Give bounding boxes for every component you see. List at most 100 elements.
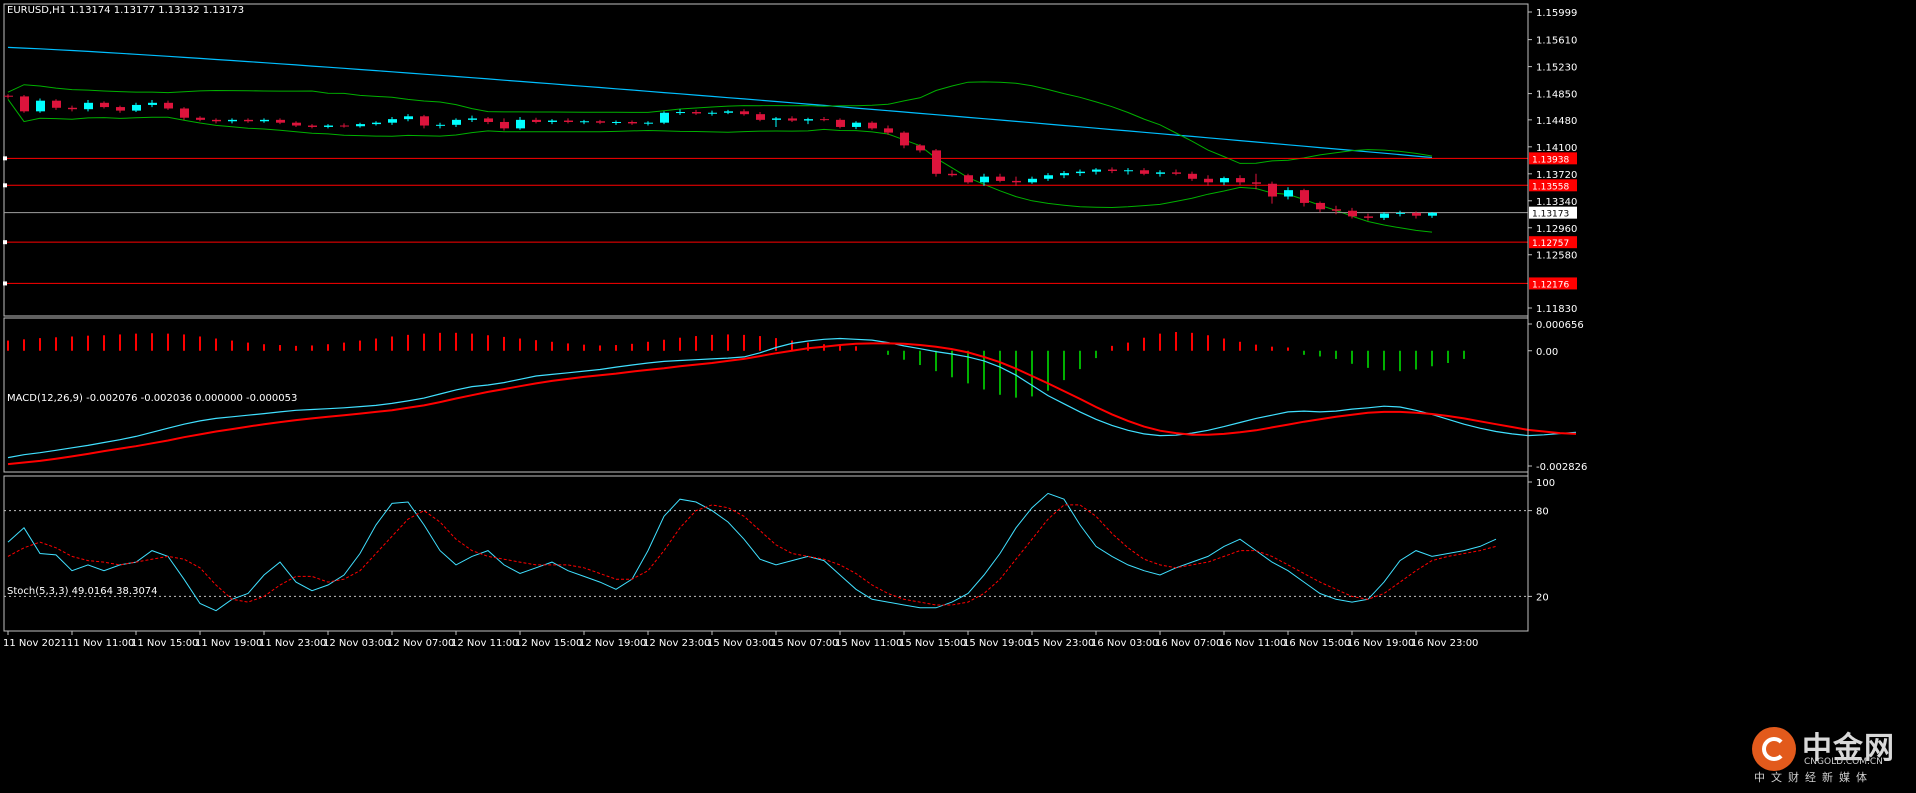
- candle-body-8: [132, 104, 141, 111]
- candle-body-22: [356, 124, 365, 127]
- candle-body-4: [68, 107, 77, 110]
- time-label-5: 12 Nov 03:00: [323, 638, 390, 649]
- candle-body-86: [1380, 213, 1389, 218]
- candle-body-28: [452, 119, 461, 125]
- candle-body-66: [1060, 173, 1069, 176]
- level-marker-2: [3, 240, 7, 245]
- price-tick-label-8: 1.12960: [1536, 224, 1577, 235]
- candle-body-60: [964, 175, 973, 183]
- stoch-tick-label-2: 20: [1536, 592, 1549, 603]
- candle-body-76: [1220, 178, 1229, 183]
- candle-body-11: [180, 108, 189, 118]
- candle-body-67: [1076, 171, 1085, 174]
- candle-body-38: [612, 121, 621, 123]
- current-price-tag: [1529, 206, 1577, 219]
- candle-body-71: [1140, 170, 1149, 174]
- candle-body-29: [468, 118, 477, 120]
- candle-body-84: [1348, 210, 1357, 217]
- candle-body-77: [1236, 178, 1245, 183]
- time-label-15: 15 Nov 19:00: [963, 638, 1030, 649]
- candle-body-64: [1028, 178, 1037, 183]
- candle-body-12: [196, 117, 205, 120]
- macd-panel[interactable]: [7, 331, 1577, 466]
- time-label-0: 11 Nov 2021: [3, 638, 67, 649]
- candle-body-1: [20, 96, 29, 112]
- level-marker-1: [3, 183, 7, 188]
- cngold-logo-icon: [1752, 727, 1796, 771]
- level-tag-2: [1529, 236, 1577, 249]
- time-label-6: 12 Nov 07:00: [387, 638, 454, 649]
- candle-body-51: [820, 119, 829, 121]
- time-label-16: 15 Nov 23:00: [1027, 638, 1094, 649]
- candle-body-55: [884, 128, 893, 133]
- candle-body-89: [1428, 212, 1437, 216]
- time-label-8: 12 Nov 15:00: [515, 638, 582, 649]
- price-tick-label-9: 1.12580: [1536, 251, 1577, 262]
- candle-body-87: [1396, 212, 1405, 214]
- candle-body-57: [916, 145, 925, 151]
- time-label-18: 16 Nov 07:00: [1155, 638, 1222, 649]
- time-label-1: 11 Nov 11:00: [67, 638, 134, 649]
- candle-body-70: [1124, 170, 1133, 172]
- time-label-3: 11 Nov 19:00: [195, 638, 262, 649]
- candle-body-31: [500, 121, 509, 129]
- candle-body-65: [1044, 175, 1053, 179]
- candle-body-32: [516, 119, 525, 129]
- candle-body-6: [100, 102, 109, 108]
- candle-body-27: [436, 124, 445, 126]
- candle-body-79: [1268, 183, 1277, 197]
- candle-body-43: [692, 112, 701, 114]
- candle-body-58: [932, 150, 941, 174]
- time-label-7: 12 Nov 11:00: [451, 638, 518, 649]
- stoch-panel[interactable]: [4, 492, 1528, 612]
- candle-body-81: [1300, 190, 1309, 203]
- candle-body-46: [740, 111, 749, 115]
- candle-body-72: [1156, 172, 1165, 174]
- macd-tick-label-0: 0.000656: [1536, 320, 1584, 331]
- band-lower-line: [7, 99, 1433, 233]
- candle-body-63: [1012, 180, 1021, 183]
- candle-body-56: [900, 132, 909, 146]
- level-tag-1: [1529, 179, 1577, 192]
- candle-body-49: [788, 118, 797, 121]
- time-label-10: 12 Nov 23:00: [643, 638, 710, 649]
- price-tick-label-0: 1.15999: [1536, 8, 1577, 19]
- time-label-2: 11 Nov 15:00: [131, 638, 198, 649]
- watermark-subtitle: 中文财经新媒体: [1754, 771, 1873, 784]
- candle-body-78: [1252, 182, 1261, 184]
- time-label-22: 16 Nov 23:00: [1411, 638, 1478, 649]
- price-tick-label-3: 1.14850: [1536, 90, 1577, 101]
- candle-body-68: [1092, 169, 1101, 172]
- candle-body-59: [948, 173, 957, 176]
- stoch-signal-line: [7, 504, 1497, 606]
- level-tag-label-3: 1.12176: [1532, 280, 1569, 290]
- candle-body-47: [756, 114, 765, 120]
- candle-body-52: [836, 119, 845, 127]
- price-tick-label-2: 1.15230: [1536, 63, 1577, 74]
- time-label-11: 15 Nov 03:00: [707, 638, 774, 649]
- candle-body-83: [1332, 209, 1341, 211]
- axes: 1.15999 1.15610 1.15230 1.14850 1.14480 1.141…: [3, 4, 1587, 649]
- candle-body-30: [484, 118, 493, 122]
- time-label-4: 11 Nov 23:00: [259, 638, 326, 649]
- candle-body-82: [1316, 202, 1325, 210]
- candle-body-37: [596, 121, 605, 123]
- level-tag-label-0: 1.13938: [1532, 155, 1569, 165]
- candle-body-73: [1172, 172, 1181, 174]
- price-tick-label-1: 1.15610: [1536, 36, 1577, 47]
- candle-body-61: [980, 176, 989, 183]
- candle-body-39: [628, 121, 637, 124]
- price-tick-label-6: 1.13720: [1536, 170, 1577, 181]
- current-price-label: 1.13173: [1532, 210, 1569, 220]
- price-panel[interactable]: 1.13938 1.13558 1.12757 1.12176 1.13173: [3, 46, 1577, 290]
- time-label-17: 16 Nov 03:00: [1091, 638, 1158, 649]
- level-tag-label-1: 1.13558: [1532, 182, 1569, 192]
- stoch-tick-label-0: 100: [1536, 478, 1555, 489]
- level-tag-3: [1529, 277, 1577, 290]
- watermark-name: 中金网: [1802, 731, 1895, 766]
- band-upper-line: [7, 81, 1433, 164]
- candle-body-18: [292, 122, 301, 126]
- candle-body-62: [996, 176, 1005, 181]
- candle-body-48: [772, 118, 781, 120]
